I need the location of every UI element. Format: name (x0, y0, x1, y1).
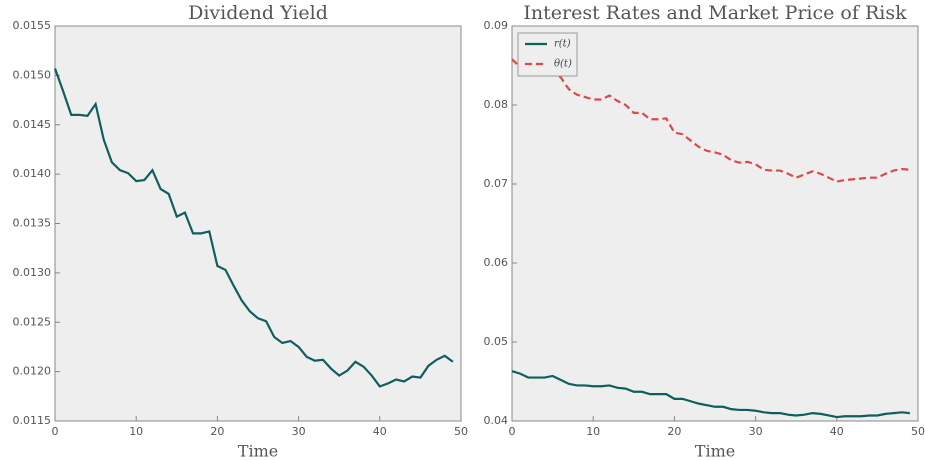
x-tick-label: 0 (509, 425, 516, 438)
plot-area (511, 25, 919, 422)
y-tick-label: 0.07 (484, 177, 509, 190)
y-tick-label: 0.0155 (13, 19, 52, 32)
y-tick-label: 0.0130 (13, 266, 52, 279)
y-tick-label: 0.09 (484, 19, 509, 32)
data-line (511, 58, 910, 183)
y-tick-label: 0.0135 (13, 217, 52, 230)
x-axis-label: Time (238, 442, 278, 461)
x-tick-label: 30 (292, 425, 306, 438)
chart-title: Dividend Yield (188, 2, 328, 24)
y-tick-label: 0.0115 (13, 414, 52, 427)
data-line (53, 68, 454, 388)
y-tick-label: 0.08 (484, 98, 509, 111)
x-tick-label: 0 (52, 425, 59, 438)
x-tick-label: 20 (667, 425, 681, 438)
y-tick-label: 0.06 (484, 256, 509, 269)
y-tick-label: 0.0145 (13, 118, 52, 131)
x-tick-label: 40 (373, 425, 387, 438)
x-tick-label: 40 (830, 425, 844, 438)
x-tick-label: 10 (586, 425, 600, 438)
x-tick-label: 50 (911, 425, 925, 438)
legend-box (517, 32, 578, 77)
data-line (511, 370, 910, 419)
y-tick-label: 0.05 (484, 335, 509, 348)
x-tick-label: 10 (129, 425, 143, 438)
chart-title: Interest Rates and Market Price of Risk (523, 2, 907, 24)
legend-label: θ(t) (554, 59, 572, 70)
y-tick-label: 0.0120 (13, 365, 52, 378)
y-tick-label: 0.04 (484, 414, 509, 427)
legend-label: r(t) (554, 39, 571, 50)
x-axis-label: Time (695, 442, 735, 461)
plot-area (54, 25, 462, 422)
x-tick-label: 20 (210, 425, 224, 438)
x-tick-label: 30 (749, 425, 763, 438)
y-tick-label: 0.0140 (13, 167, 52, 180)
x-tick-label: 50 (454, 425, 468, 438)
y-tick-label: 0.0150 (13, 68, 52, 81)
y-tick-label: 0.0125 (13, 315, 52, 328)
